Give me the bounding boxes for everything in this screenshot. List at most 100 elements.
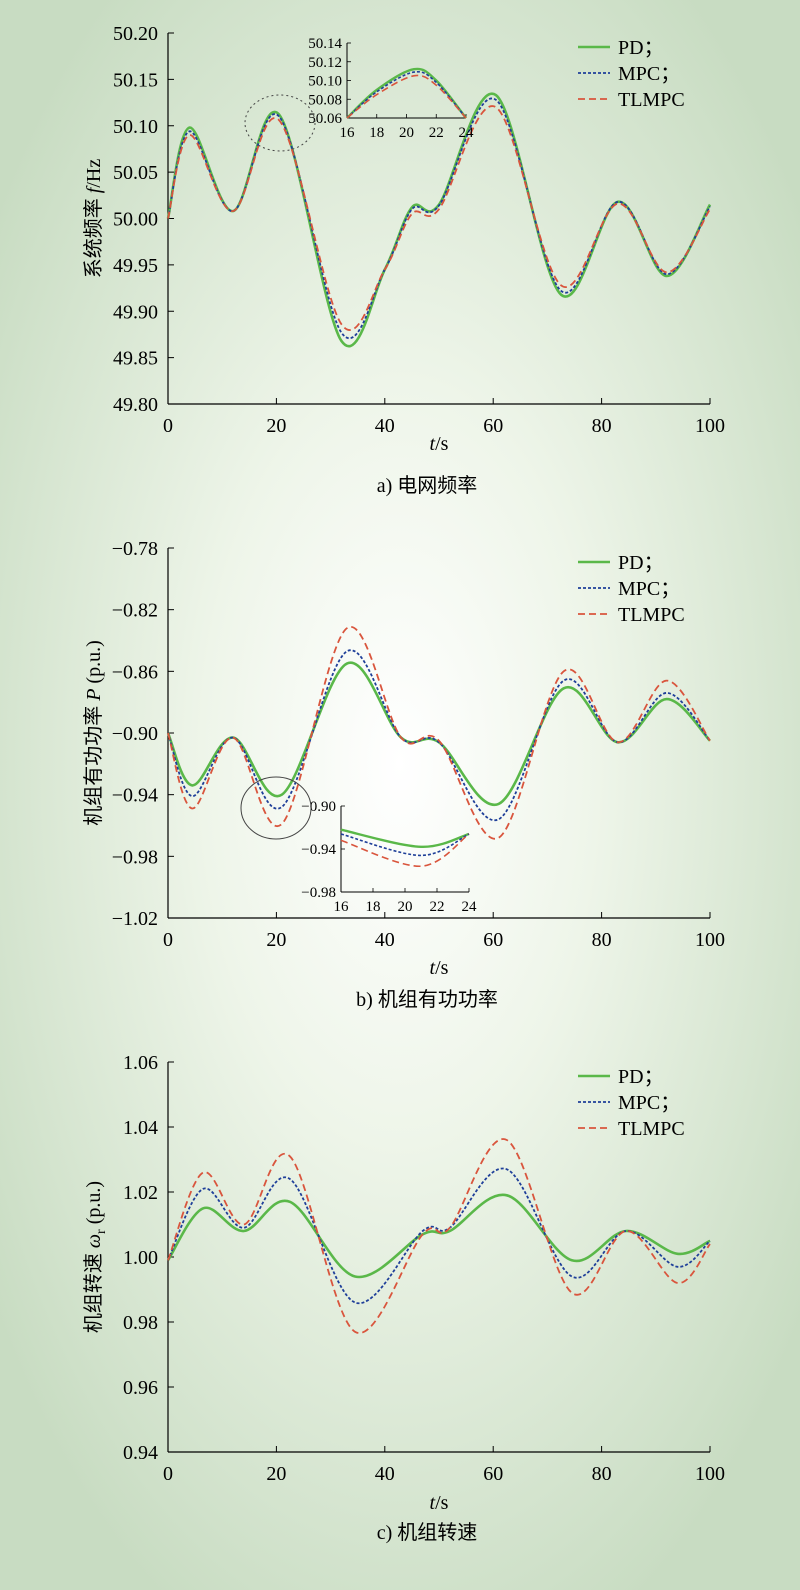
y-axis-label: 系统频率 f/Hz — [82, 159, 105, 279]
legend-label: TLMPC — [618, 604, 685, 626]
zoom-region-marker — [244, 94, 316, 152]
inset-y-tick-label: −0.90 — [301, 799, 336, 815]
y-tick-label: 1.04 — [123, 1117, 158, 1139]
x-axis-label: t/s — [430, 957, 449, 979]
y-axis-label-name: 机组转速 — [82, 1248, 105, 1333]
x-tick-label: 20 — [266, 929, 286, 951]
x-tick-label: 40 — [375, 929, 395, 951]
y-tick-label: 49.85 — [113, 348, 158, 370]
y-tick-label: 49.80 — [113, 394, 158, 416]
x-tick-label: 40 — [375, 415, 395, 437]
y-tick-label: 50.20 — [113, 23, 158, 45]
y-axis-label-unit: (p.u.) — [83, 1181, 105, 1229]
x-tick-label: 60 — [483, 1463, 503, 1485]
y-axis-label-name: 机组有功功率 — [82, 701, 105, 826]
legend-label: MPC； — [618, 63, 680, 85]
legend-label: MPC； — [618, 1092, 680, 1114]
legend-label: PD； — [618, 37, 664, 59]
series-line-mpc — [167, 1167, 711, 1304]
y-axis-label-unit: (p.u.) — [83, 640, 105, 688]
x-axis-label: t/s — [430, 1492, 449, 1514]
inset-y-tick-label: 50.08 — [308, 92, 342, 108]
chart-panel-2: −1.02−0.98−0.94−0.90−0.86−0.82−0.780 20 40… — [82, 538, 725, 1011]
y-axis-label-symbol: f — [83, 185, 105, 193]
series-line-pd — [166, 661, 711, 807]
inset-y-tick-label: 50.14 — [308, 36, 342, 52]
x-axis-label-symbol: t — [430, 1492, 436, 1514]
x-axis-label: t/s — [430, 433, 449, 455]
x-axis-label-symbol: t — [430, 957, 436, 979]
series-line-tlmpc — [167, 105, 711, 331]
inset-series-line-mpc — [346, 70, 467, 119]
x-axis-label-unit: /s — [435, 1492, 449, 1514]
y-axis-label: 机组转速 ωr (p.u.) — [82, 1181, 109, 1333]
x-tick-label: 20 — [266, 1463, 286, 1485]
inset-x-tick-label: 24 — [462, 899, 478, 915]
inset-y-tick-label: −0.94 — [301, 842, 336, 858]
inset-series-line-pd — [346, 67, 467, 119]
inset-x-tick-label: 22 — [430, 899, 445, 915]
series-line-pd — [166, 1193, 711, 1279]
caption: c) 机组转速 — [377, 1521, 478, 1544]
inset-chart: −0.98 −0.94 −0.90 16 18 20 22 24 — [301, 799, 477, 915]
inset-y-tick-label: 50.06 — [308, 111, 342, 127]
y-axis-label: 机组有功功率 P (p.u.) — [82, 640, 105, 826]
x-axis-label-unit: /s — [435, 957, 449, 979]
y-axis-label-symbol: P — [83, 689, 105, 702]
inset-chart: 50.06 50.08 50.10 50.12 50.14 16 18 20 22 24 — [308, 36, 474, 141]
y-tick-label: 50.15 — [113, 69, 158, 91]
y-tick-label: 1.00 — [123, 1247, 158, 1269]
y-tick-label: 50.10 — [113, 116, 158, 138]
y-tick-label: 0.96 — [123, 1377, 158, 1399]
inset-series-line-mpc — [340, 833, 470, 857]
x-tick-label: 100 — [695, 415, 725, 437]
legend-label: TLMPC — [618, 89, 685, 111]
inset-x-tick-label: 22 — [429, 125, 444, 141]
chart-panel-1: 49.80 49.85 49.90 49.95 50.00 50.05 50.10 50.15… — [82, 23, 725, 497]
inset-x-tick-label: 16 — [334, 899, 350, 915]
y-tick-label: −0.94 — [112, 785, 158, 807]
inset-y-tick-label: 50.12 — [308, 55, 342, 71]
y-axis-label-subscript: r — [94, 1229, 109, 1234]
inset-x-tick-label: 20 — [399, 125, 414, 141]
x-tick-label: 100 — [695, 929, 725, 951]
y-tick-label: −0.78 — [112, 538, 158, 560]
inset-x-tick-label: 20 — [398, 899, 413, 915]
series-line-mpc — [167, 97, 711, 340]
inset-x-tick-label: 18 — [369, 125, 384, 141]
y-tick-label: 50.00 — [113, 209, 158, 231]
x-tick-label: 60 — [483, 415, 503, 437]
inset-x-tick-label: 18 — [366, 899, 381, 915]
x-tick-label: 20 — [266, 415, 286, 437]
series-line-tlmpc — [167, 1138, 711, 1334]
series-line-tlmpc — [167, 626, 711, 840]
y-tick-label: −0.82 — [112, 600, 158, 622]
y-tick-label: 49.90 — [113, 301, 158, 323]
x-tick-label: 80 — [592, 929, 612, 951]
y-tick-label: −0.98 — [112, 846, 158, 868]
legend-label: MPC； — [618, 578, 680, 600]
x-axis-label-symbol: t — [430, 433, 436, 455]
x-axis-label-unit: /s — [435, 433, 449, 455]
x-tick-label: 100 — [695, 1463, 725, 1485]
y-tick-label: 1.02 — [123, 1182, 158, 1204]
inset-y-tick-label: 50.10 — [308, 74, 342, 90]
legend-label: TLMPC — [618, 1118, 685, 1140]
x-tick-label: 40 — [375, 1463, 395, 1485]
x-tick-label: 80 — [592, 415, 612, 437]
y-tick-label: −0.90 — [112, 723, 158, 745]
caption: a) 电网频率 — [377, 474, 478, 497]
zoom-region-marker — [240, 776, 312, 840]
y-tick-label: 0.94 — [123, 1442, 158, 1464]
y-axis-label-symbol: ω — [83, 1234, 105, 1248]
inset-y-tick-label: −0.98 — [301, 885, 336, 901]
chart-panel-3: 0.94 0.96 0.98 1.00 1.02 1.04 1.06 0 20 40 60 80 100… — [82, 1052, 725, 1544]
inset-x-tick-label: 16 — [340, 125, 356, 141]
y-tick-label: 0.98 — [123, 1312, 158, 1334]
y-tick-label: 1.06 — [123, 1052, 158, 1074]
inset-series-line-tlmpc — [340, 833, 470, 868]
x-tick-label: 0 — [163, 415, 173, 437]
y-tick-label: −0.86 — [112, 661, 158, 683]
legend-label: PD； — [618, 1066, 664, 1088]
